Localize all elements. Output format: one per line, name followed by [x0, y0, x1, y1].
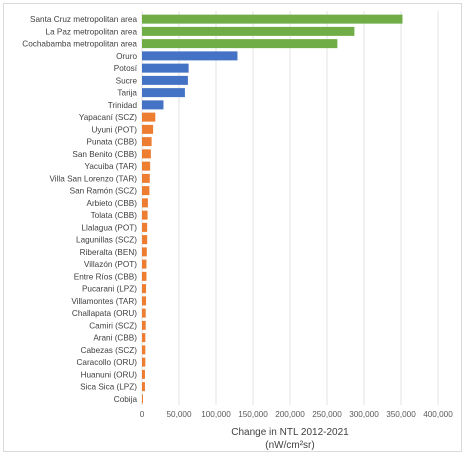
bar	[142, 345, 146, 355]
bar	[142, 173, 150, 183]
x-tick-label: 400,000	[423, 410, 453, 419]
bar	[142, 271, 147, 281]
bar	[142, 198, 148, 208]
bar	[142, 235, 148, 245]
bar	[142, 100, 164, 110]
bar	[142, 88, 185, 98]
x-tick-label: 0	[140, 410, 145, 419]
category-label: Uyuni (POT)	[92, 125, 138, 134]
category-label: Caracollo (ORU)	[76, 358, 137, 367]
bar	[142, 39, 338, 49]
x-tick-label: 150,000	[238, 410, 268, 419]
bar	[142, 137, 152, 147]
bar	[142, 284, 147, 294]
bar	[142, 247, 147, 257]
x-tick-labels: 0 50,000 100,000 150,000 200,000 250,000 300,0…	[140, 410, 454, 419]
category-label: Lagunillas (SCZ)	[76, 236, 137, 245]
x-axis-title: Change in NTL 2012-2021	[231, 427, 349, 438]
bar	[142, 259, 147, 269]
category-label: Cochabamba metropolitan area	[22, 40, 137, 49]
category-label: Cabezas (SCZ)	[81, 346, 138, 355]
category-labels: Santa Cruz metropolitan area La Paz metro…	[22, 15, 137, 404]
bar	[142, 51, 238, 61]
bar	[142, 63, 189, 73]
category-label: San Benito (CBB)	[72, 150, 137, 159]
category-label: Tarija	[117, 89, 137, 98]
category-label: Arbieto (CBB)	[86, 199, 137, 208]
x-tick-label: 300,000	[349, 410, 379, 419]
x-tick-label: 350,000	[386, 410, 416, 419]
x-tick-label: 250,000	[312, 410, 342, 419]
category-label: Punata (CBB)	[86, 138, 137, 147]
bar	[142, 222, 148, 232]
bar	[142, 394, 143, 404]
bar	[142, 320, 146, 330]
bar	[142, 124, 154, 134]
category-label: Camiri (SCZ)	[89, 321, 137, 330]
category-label: Llalagua (POT)	[81, 223, 137, 232]
bar	[142, 14, 403, 24]
category-label: Pucarani (LPZ)	[82, 285, 137, 294]
category-label: Villamontes (TAR)	[71, 297, 137, 306]
category-label: Entre Ríos (CBB)	[74, 272, 138, 281]
bar	[142, 112, 156, 122]
category-label: Challapata (ORU)	[72, 309, 137, 318]
category-label: Riberalta (BEN)	[80, 248, 138, 257]
category-label: Oruro	[116, 52, 137, 61]
bar	[142, 210, 148, 220]
category-label: Cobija	[114, 395, 138, 404]
category-label: Tolata (CBB)	[91, 211, 138, 220]
chart-frame: Santa Cruz metropolitan area La Paz metro…	[3, 3, 462, 452]
x-tick-label: 200,000	[275, 410, 305, 419]
category-label: Arani (CBB)	[93, 334, 137, 343]
category-label: Yapacaní (SCZ)	[79, 113, 137, 122]
x-tick-label: 100,000	[201, 410, 231, 419]
category-label: Huanuni (ORU)	[81, 370, 138, 379]
category-label: Villa San Lorenzo (TAR)	[49, 174, 137, 183]
bar	[142, 333, 146, 343]
category-label: Yacuiba (TAR)	[85, 162, 138, 171]
bar	[142, 149, 151, 159]
bar	[142, 382, 145, 392]
x-tick-label: 50,000	[166, 410, 191, 419]
bars	[142, 14, 403, 404]
category-label: San Ramón (SCZ)	[70, 187, 138, 196]
bar	[142, 308, 146, 318]
category-label: Trinidad	[108, 101, 138, 110]
bar	[142, 26, 355, 36]
category-label: Sucre	[116, 76, 138, 85]
bar	[142, 357, 146, 367]
bar	[142, 161, 151, 171]
category-label: Potosí	[114, 64, 138, 73]
x-axis-unit: (nW/cm²sr)	[265, 440, 314, 451]
bar	[142, 296, 147, 306]
bar	[142, 186, 150, 196]
ntl-bar-chart: Santa Cruz metropolitan area La Paz metro…	[22, 11, 454, 451]
category-label: Villazón (POT)	[84, 260, 137, 269]
category-label: Sica Sica (LPZ)	[80, 383, 137, 392]
category-label: Santa Cruz metropolitan area	[30, 15, 137, 24]
category-label: La Paz metropolitan area	[46, 27, 138, 36]
bar	[142, 369, 145, 379]
bar	[142, 75, 188, 85]
